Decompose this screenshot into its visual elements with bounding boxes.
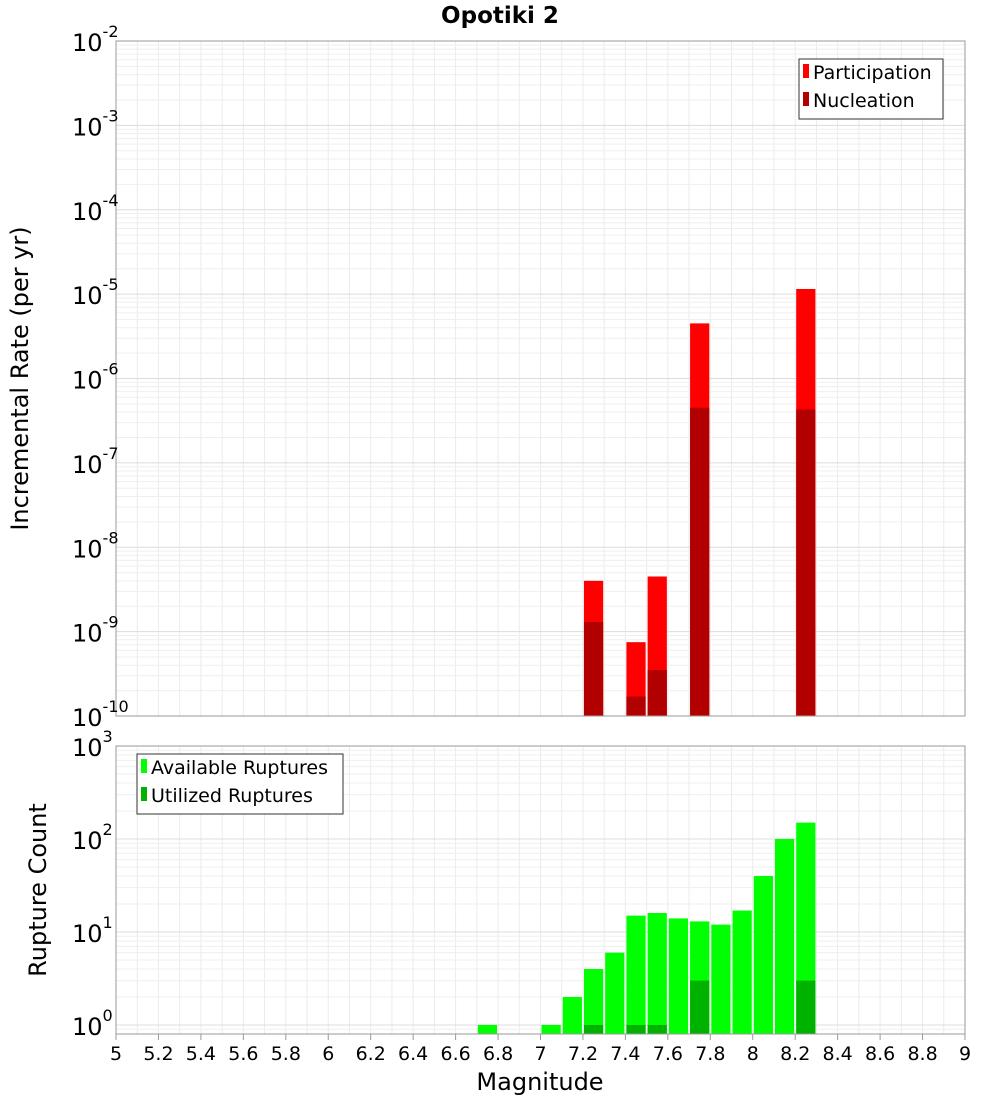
x-tick-label: 7.6 (653, 1043, 683, 1065)
y-tick-label: 100 (72, 1006, 113, 1041)
x-tick-label: 6.8 (483, 1043, 513, 1065)
x-tick-label: 6.4 (398, 1043, 428, 1065)
y-tick-label: 10-7 (72, 444, 119, 479)
x-tick-label: 8.4 (823, 1043, 853, 1065)
legend-box (798, 58, 944, 120)
y-tick-label: 10-3 (72, 106, 119, 141)
rupture-primary-bar (711, 924, 731, 1034)
rupture-secondary-bar (626, 1024, 646, 1034)
rupture-secondary-bar (796, 980, 816, 1034)
y-tick-label: 10-5 (72, 275, 119, 310)
legend-swatch (141, 759, 147, 773)
bottom-panel-legend: Available Ruptures Utilized Ruptures (136, 753, 344, 815)
rupture-primary-bar (774, 838, 795, 1034)
x-tick-label: 7.4 (610, 1043, 640, 1065)
top-panel-y-ticks: 10-10 10-9 10-8 10-7 10-6 10-5 10-4 10-3 10-2 (72, 22, 129, 732)
top-panel-bars (583, 289, 816, 716)
y-tick-label: 10-4 (72, 191, 119, 226)
x-tick-label: 8.8 (907, 1043, 937, 1065)
legend-label: Utilized Ruptures (151, 785, 313, 807)
legend-label: Participation (813, 62, 932, 84)
x-axis-label: Magnitude (476, 1068, 603, 1096)
bottom-panel-plot: 100 101 102 103 Rupture Count Available Rup… (24, 727, 966, 1041)
rupture-primary-bar (477, 1024, 498, 1034)
rupture-primary-bar (647, 913, 667, 1034)
y-tick-label: 101 (72, 913, 113, 948)
rupture-primary-bar (605, 952, 625, 1034)
x-tick-label: 5.6 (228, 1043, 258, 1065)
top-panel-plot: 10-10 10-9 10-8 10-7 10-6 10-5 10-4 10-3 10-2 In… (6, 22, 966, 732)
x-tick-label: 7.8 (695, 1043, 725, 1065)
legend-box (136, 753, 344, 815)
rupture-secondary-bar (647, 1024, 667, 1034)
bottom-panel-y-ticks: 100 101 102 103 (72, 727, 113, 1041)
rupture-secondary-bar (690, 980, 710, 1034)
x-tick-label: 9 (959, 1043, 971, 1065)
legend-label: Available Ruptures (151, 757, 328, 779)
rate-secondary-bar (583, 622, 604, 716)
rupture-primary-bar (541, 1024, 561, 1034)
x-tick-label: 6 (322, 1043, 334, 1065)
legend-label: Nucleation (813, 90, 915, 112)
legend-swatch (141, 787, 147, 801)
x-tick-label: 5.4 (186, 1043, 216, 1065)
rupture-primary-bar (753, 876, 773, 1034)
chart-title: Opotiki 2 (441, 3, 559, 29)
x-tick-label: 8 (747, 1043, 759, 1065)
top-panel-grid (115, 41, 966, 717)
rupture-secondary-bar (583, 1024, 604, 1034)
x-axis-ticks: 5 5.2 5.4 5.6 5.8 6 6.2 6.4 6.6 6.8 7 7.2 7.4 7.6 7.8 8… (110, 1034, 971, 1065)
y-tick-label: 102 (72, 820, 113, 855)
y-tick-label: 10-8 (72, 528, 119, 563)
rupture-primary-bar (583, 968, 604, 1034)
legend-swatch (803, 92, 809, 106)
x-tick-label: 7 (534, 1043, 546, 1065)
y-tick-label: 10-10 (72, 697, 129, 732)
x-tick-label: 8.2 (780, 1043, 810, 1065)
x-tick-label: 8.6 (865, 1043, 895, 1065)
y-tick-label: 10-9 (72, 613, 119, 648)
top-panel-frame (115, 40, 966, 717)
x-tick-label: 5 (110, 1043, 122, 1065)
rate-secondary-bar (626, 696, 646, 716)
y-tick-label: 10-6 (72, 360, 119, 395)
x-tick-label: 6.6 (440, 1043, 470, 1065)
top-panel-legend: Participation Nucleation (798, 58, 944, 120)
rupture-primary-bar (626, 915, 646, 1034)
bottom-panel-y-axis-label: Rupture Count (24, 803, 52, 977)
rupture-primary-bar (732, 910, 752, 1034)
x-tick-label: 6.2 (356, 1043, 386, 1065)
x-tick-label: 7.2 (568, 1043, 598, 1065)
rate-secondary-bar (690, 407, 710, 716)
rupture-primary-bar (668, 918, 689, 1034)
rate-secondary-bar (647, 670, 667, 716)
rate-secondary-bar (796, 409, 816, 716)
bottom-panel-bars (477, 822, 816, 1034)
legend-swatch (803, 64, 809, 78)
x-tick-label: 5.8 (271, 1043, 301, 1065)
y-tick-label: 103 (72, 727, 113, 762)
rupture-primary-bar (562, 996, 582, 1034)
y-tick-label: 10-2 (72, 22, 119, 57)
x-tick-label: 5.2 (143, 1043, 173, 1065)
top-panel-y-axis-label: Incremental Rate (per yr) (6, 226, 34, 530)
